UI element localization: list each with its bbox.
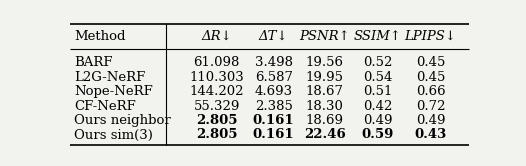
Text: 55.329: 55.329 [194,100,240,113]
Text: 0.72: 0.72 [416,100,446,113]
Text: ΔR↓: ΔR↓ [201,30,232,43]
Text: 0.49: 0.49 [363,114,392,127]
Text: 0.161: 0.161 [253,128,295,141]
Text: L2G-NeRF: L2G-NeRF [74,71,145,84]
Text: 6.587: 6.587 [255,71,292,84]
Text: 0.51: 0.51 [363,85,392,98]
Text: CF-NeRF: CF-NeRF [74,100,136,113]
Text: Nope-NeRF: Nope-NeRF [74,85,153,98]
Text: ΔT↓: ΔT↓ [259,30,288,43]
Text: 2.805: 2.805 [196,128,237,141]
Text: 0.52: 0.52 [363,56,392,69]
Text: BARF: BARF [74,56,113,69]
Text: Ours neighbor: Ours neighbor [74,114,170,127]
Text: 3.498: 3.498 [255,56,292,69]
Text: 0.54: 0.54 [363,71,392,84]
Text: 19.95: 19.95 [306,71,343,84]
Text: 2.805: 2.805 [196,114,237,127]
Text: 110.303: 110.303 [189,71,244,84]
Text: 4.693: 4.693 [255,85,292,98]
Text: 0.43: 0.43 [414,128,447,141]
Text: 22.46: 22.46 [304,128,346,141]
Text: SSIM↑: SSIM↑ [353,30,402,43]
Text: LPIPS↓: LPIPS↓ [404,30,457,43]
Text: 0.45: 0.45 [416,71,446,84]
Text: 18.67: 18.67 [306,85,343,98]
Text: Ours sim(3): Ours sim(3) [74,128,153,141]
Text: 0.49: 0.49 [416,114,446,127]
Text: 18.69: 18.69 [306,114,343,127]
Text: 18.30: 18.30 [306,100,343,113]
Text: PSNR↑: PSNR↑ [299,30,350,43]
Text: 61.098: 61.098 [194,56,240,69]
Text: 0.45: 0.45 [416,56,446,69]
Text: 0.59: 0.59 [361,128,394,141]
Text: Method: Method [74,30,125,43]
Text: 0.42: 0.42 [363,100,392,113]
Text: 144.202: 144.202 [189,85,244,98]
Text: 0.66: 0.66 [416,85,446,98]
Text: 19.56: 19.56 [306,56,343,69]
Text: 2.385: 2.385 [255,100,292,113]
Text: 0.161: 0.161 [253,114,295,127]
